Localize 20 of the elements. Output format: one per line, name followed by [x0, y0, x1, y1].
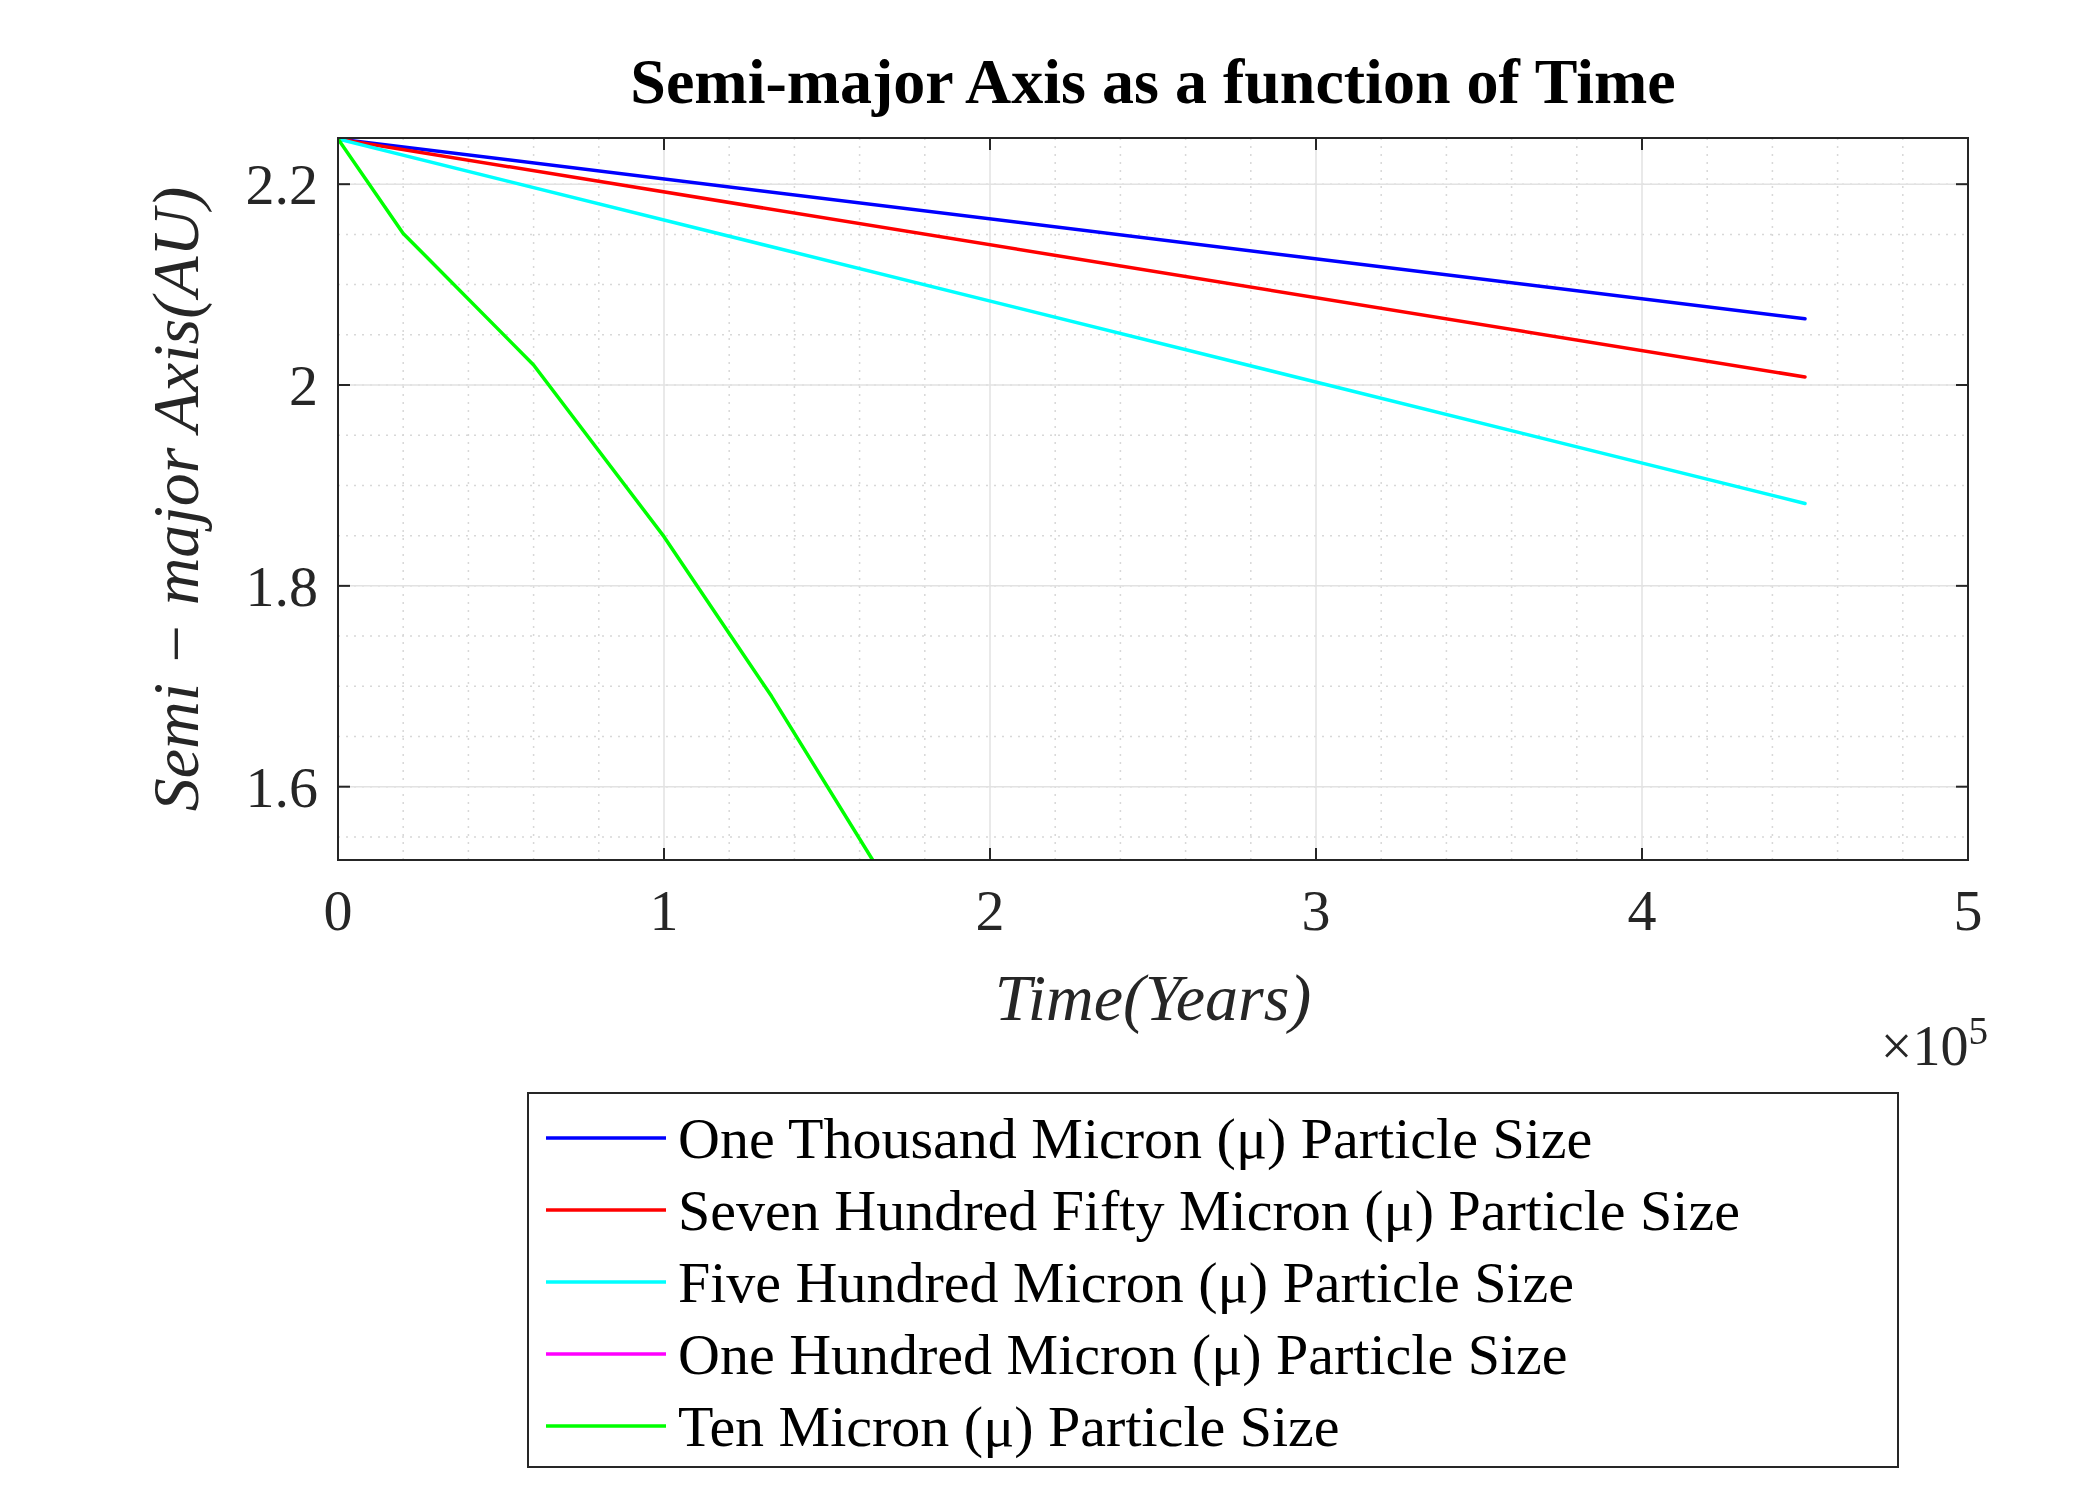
- legend-label: Seven Hundred Fifty Micron (μ) Particle Size: [678, 1178, 1740, 1244]
- y-tick-label: 1.6: [245, 755, 318, 820]
- legend-label: Ten Micron (μ) Particle Size: [678, 1394, 1340, 1460]
- y-tick-label: 1.8: [245, 554, 318, 620]
- line-series: [338, 138, 875, 860]
- y-tick-label: 2.2: [245, 152, 318, 218]
- x-tick-label: 1: [649, 878, 679, 943]
- y-axis-title: Semi − major Axis(AU): [139, 186, 213, 812]
- x-axis-title: Time(Years): [994, 961, 1312, 1035]
- x-tick-label: 2: [975, 878, 1005, 943]
- chart-title: Semi-major Axis as a function of Time: [630, 46, 1676, 117]
- text: ×10$^{5}$: [1880, 1008, 1988, 1077]
- x-tick-label: 4: [1627, 878, 1657, 943]
- legend-label: One Hundred Micron (μ) Particle Size: [678, 1322, 1568, 1388]
- x-tick-label: 3: [1301, 878, 1331, 943]
- y-tick-label: 2: [289, 353, 318, 419]
- legend-label: One Thousand Micron (μ) Particle Size: [678, 1106, 1593, 1172]
- x-tick-label: 5: [1953, 878, 1983, 943]
- x-tick-label: 0: [323, 878, 353, 943]
- legend-label: Five Hundred Micron (μ) Particle Size: [678, 1250, 1575, 1316]
